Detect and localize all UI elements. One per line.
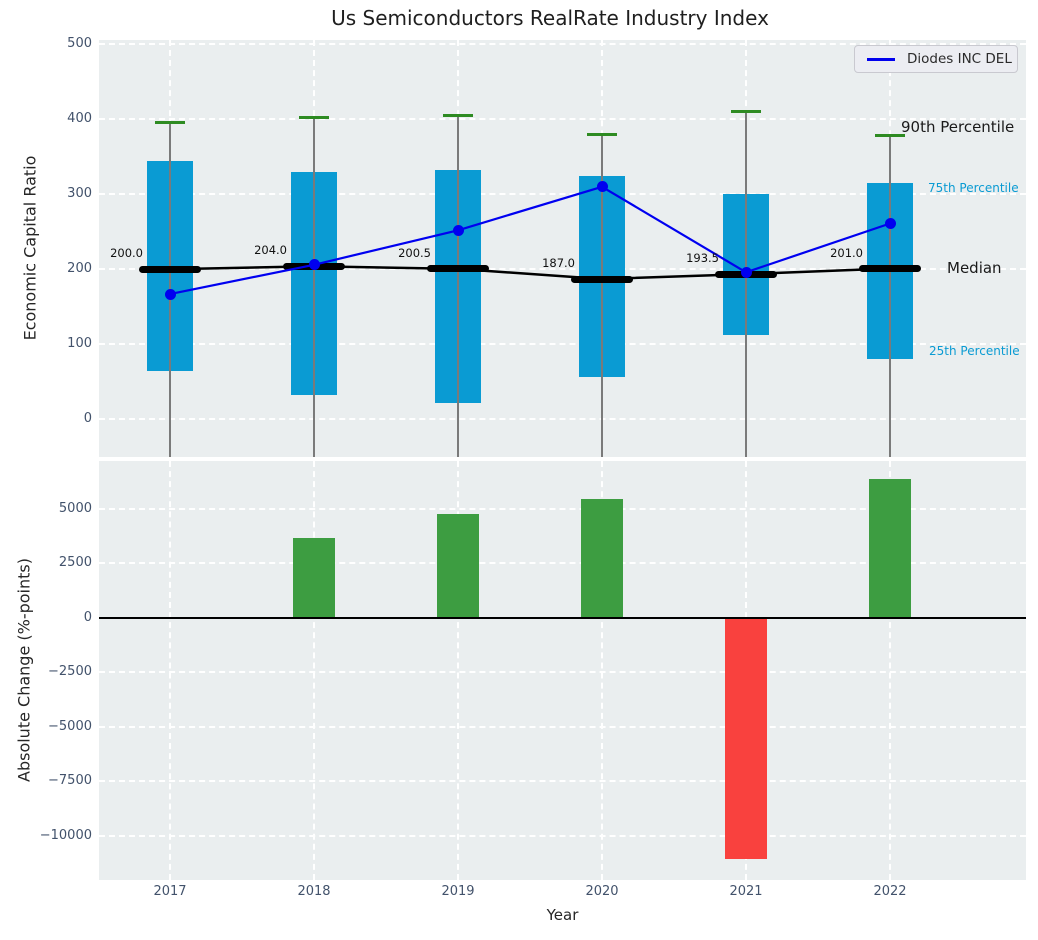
bottom-axes-plot-area — [99, 461, 1026, 880]
y-tick-label: 2500 — [58, 555, 92, 571]
median-annotation-2021: 193.5 — [686, 251, 719, 266]
gridline — [99, 343, 1026, 346]
diodes-point-2020 — [596, 181, 608, 193]
zero-baseline — [99, 616, 1026, 619]
y-tick-label: 0 — [83, 411, 92, 427]
x-tick-label: 2022 — [873, 884, 907, 899]
gridline — [169, 461, 171, 880]
diodes-point-2022 — [884, 218, 896, 230]
median-segment-2022 — [859, 265, 921, 273]
diodes-point-2019 — [452, 224, 464, 236]
whisker-2020 — [601, 134, 603, 457]
y-tick-label: 400 — [67, 111, 92, 127]
y-tick-label: 200 — [67, 261, 92, 277]
whisker-2018 — [313, 117, 315, 457]
percentile-25-label: 25th Percentile — [929, 344, 1020, 358]
x-tick-label: 2018 — [297, 884, 331, 899]
diodes-point-2018 — [308, 259, 320, 271]
gridline — [313, 461, 315, 880]
whisker-2021 — [745, 111, 747, 457]
gridline — [99, 507, 1026, 510]
gridline — [99, 671, 1026, 674]
p90-cap-2017 — [155, 120, 185, 124]
diodes-line — [169, 185, 891, 296]
gridline — [99, 193, 1026, 196]
median-annotation-2018: 204.0 — [254, 243, 287, 258]
gridline — [457, 461, 459, 880]
y-tick-label: −2500 — [48, 664, 92, 680]
gridline — [99, 118, 1026, 121]
x-axis-label: Year — [546, 906, 579, 924]
gridline — [99, 43, 1026, 46]
percentile-75-label: 75th Percentile — [928, 181, 1019, 195]
p90-cap-2020 — [587, 132, 617, 136]
y-tick-label: 5000 — [58, 500, 92, 516]
diodes-point-2017 — [164, 288, 176, 300]
legend-line-sample — [867, 57, 895, 61]
top-y-axis-label: Economic Capital Ratio — [20, 155, 40, 341]
median-annotation-2017: 200.0 — [110, 246, 143, 261]
change-bar-2021 — [725, 617, 767, 860]
change-bar-2019 — [437, 514, 479, 618]
diodes-point-2021 — [740, 266, 752, 278]
p90-cap-2019 — [443, 114, 473, 118]
median-segment-2017 — [139, 265, 201, 273]
whisker-2019 — [457, 115, 459, 457]
percentile-90-label: 90th Percentile — [901, 118, 1015, 136]
y-tick-label: 300 — [67, 186, 92, 202]
change-bar-2018 — [293, 537, 335, 618]
y-tick-label: 0 — [83, 609, 92, 625]
median-segment-2020 — [571, 275, 633, 283]
x-tick-label: 2020 — [585, 884, 619, 899]
gridline — [99, 418, 1026, 421]
median-annotation-2019: 200.5 — [398, 245, 431, 260]
y-tick-label: 500 — [67, 36, 92, 52]
gridline — [99, 780, 1026, 783]
median-annotation-2020: 187.0 — [542, 256, 575, 271]
gridline — [99, 562, 1026, 565]
gridline — [99, 725, 1026, 728]
top-axes-plot-area: 200.0 204.0 200.5 187.0 193.5 201.0 — [99, 40, 1026, 457]
y-tick-label: −7500 — [48, 773, 92, 789]
y-tick-label: −10000 — [39, 827, 92, 843]
median-annotation-2022: 201.0 — [830, 245, 863, 260]
y-tick-label: 100 — [67, 336, 92, 352]
change-bar-2020 — [581, 499, 623, 618]
x-tick-label: 2017 — [153, 884, 187, 899]
legend: Diodes INC DEL — [854, 45, 1018, 73]
x-tick-label: 2019 — [441, 884, 475, 899]
x-tick-label: 2021 — [729, 884, 763, 899]
y-tick-label: −5000 — [48, 718, 92, 734]
legend-label: Diodes INC DEL — [907, 51, 1012, 67]
median-segment-2019 — [427, 265, 489, 273]
p90-cap-2022 — [875, 134, 905, 138]
chart-title: Us Semiconductors RealRate Industry Inde… — [331, 6, 769, 30]
whisker-2022 — [889, 135, 891, 457]
gridline — [99, 268, 1026, 271]
p90-cap-2018 — [299, 116, 329, 120]
change-bar-2022 — [869, 479, 911, 618]
gridline — [889, 461, 891, 880]
gridline — [601, 461, 603, 880]
gridline — [99, 834, 1026, 837]
p90-cap-2021 — [731, 110, 761, 114]
median-label: Median — [947, 259, 1002, 277]
